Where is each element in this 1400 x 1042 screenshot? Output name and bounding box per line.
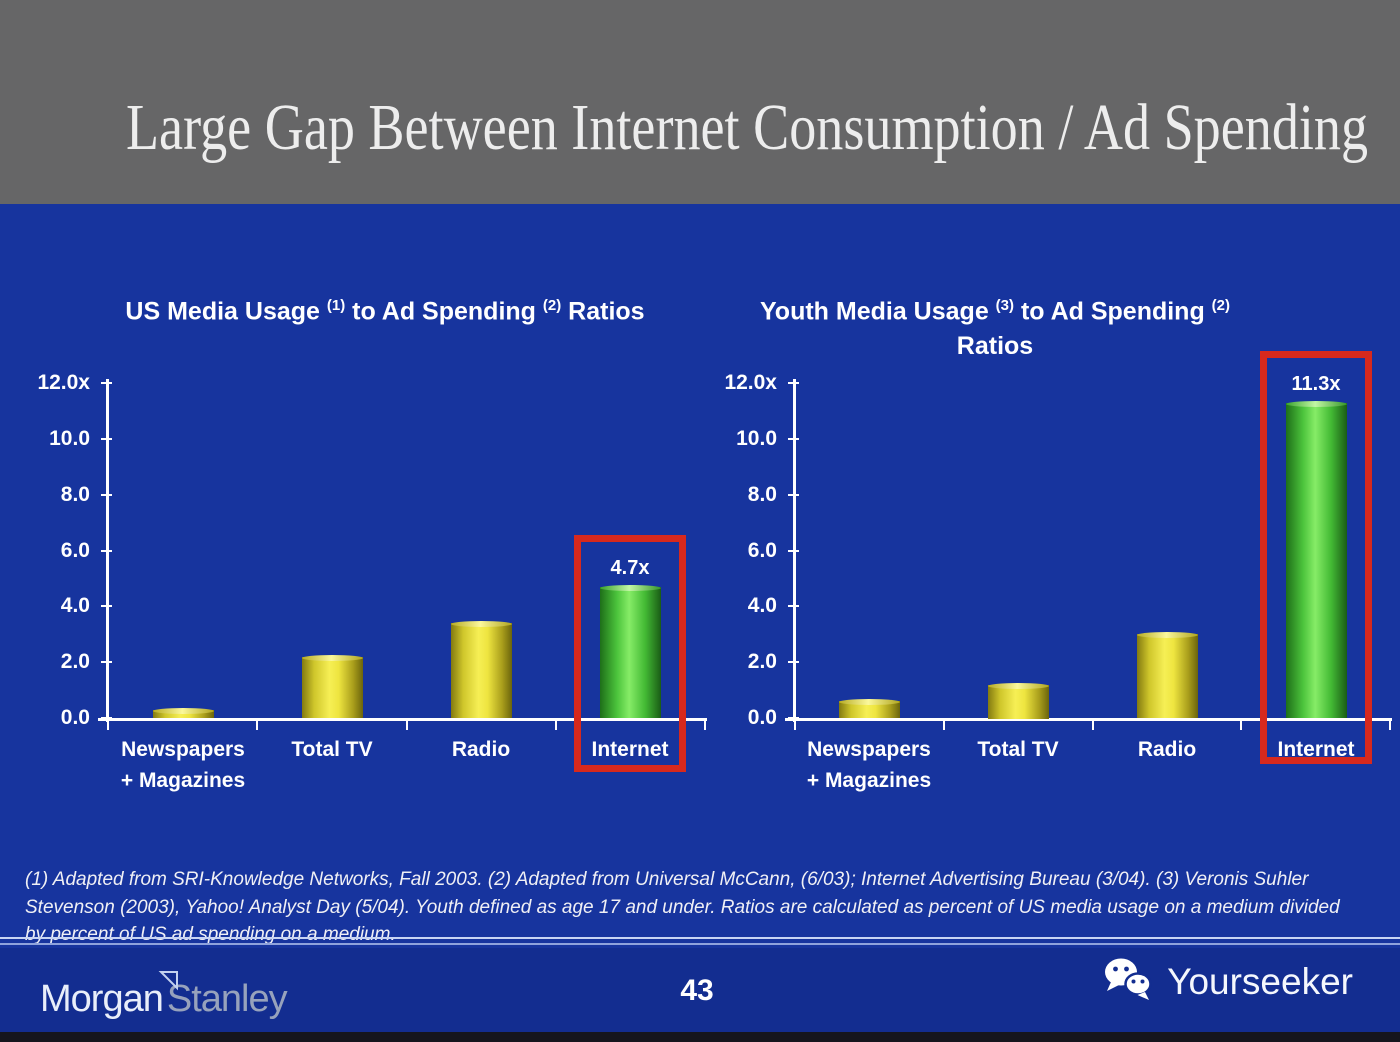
x-tick (704, 721, 706, 730)
y-tick (788, 717, 799, 719)
bottom-strip (0, 1032, 1400, 1042)
bar-internet (600, 585, 661, 718)
category-label: Total TV (977, 738, 1059, 761)
highlight-value-label: 4.7x (610, 557, 650, 579)
y-tick-label: 8.0 (60, 483, 90, 506)
y-tick-label: 2.0 (60, 650, 90, 673)
y-tick (788, 550, 799, 552)
highlight-box (574, 535, 686, 772)
x-tick (406, 721, 408, 730)
bar-radio (1137, 632, 1198, 718)
y-tick-label: 6.0 (747, 539, 777, 562)
y-tick (788, 438, 799, 440)
page-number: 43 (680, 974, 714, 1007)
bar-internet (1286, 401, 1347, 718)
category-label: Total TV (291, 738, 373, 761)
yourseeker-watermark: Yourseeker (1101, 956, 1353, 1007)
y-tick-label: 10.0 (736, 427, 777, 450)
brand-stanley: Stanley (166, 978, 288, 1020)
footnote-line: Stevenson (2003), Yahoo! Analyst Day (5/… (25, 896, 1340, 918)
y-tick-label: 10.0 (49, 427, 90, 450)
separator-line-bottom (0, 943, 1400, 945)
x-tick (107, 721, 109, 730)
footnote-line: (1) Adapted from SRI-Knowledge Networks,… (25, 869, 1309, 890)
bar-cap (302, 655, 363, 661)
category-label: Radio (1137, 738, 1197, 761)
y-tick (101, 661, 112, 663)
y-tick-label: 6.0 (60, 539, 90, 562)
bar-radio (451, 621, 512, 718)
y-tick (101, 550, 112, 552)
x-tick (256, 721, 258, 730)
bar-cap (988, 683, 1049, 689)
morgan-stanley-flag-icon (158, 958, 180, 1001)
y-tick (101, 605, 112, 607)
slide-footer: Morgan Stanley 43 Yourseeker (0, 948, 1400, 1032)
watermark-text: Yourseeker (1167, 960, 1353, 1002)
x-tick (1240, 721, 1242, 730)
x-axis (785, 718, 1392, 721)
y-tick-label: 12.0x (37, 371, 90, 394)
bar-newspapers-magazines (839, 699, 900, 718)
category-label: Radio (451, 738, 511, 761)
brand-morgan: Morgan (40, 978, 164, 1020)
bar-newspapers-magazines (153, 708, 214, 718)
chart-title: US Media Usage (1) to Ad Spending (2) Ra… (125, 297, 645, 326)
wechat-icon (1101, 956, 1155, 1007)
category-label: Internet (1277, 738, 1355, 761)
category-label: Newspapers + Magazines (806, 738, 932, 792)
y-tick-label: 2.0 (747, 650, 777, 673)
y-tick (788, 661, 799, 663)
slide-title: Large Gap Between Internet Consumption /… (126, 91, 1369, 164)
bar-cap (451, 621, 512, 627)
y-tick (788, 494, 799, 496)
y-tick-label: 4.0 (747, 594, 777, 617)
y-tick-label: 0.0 (747, 706, 777, 729)
bar-total-tv (988, 683, 1049, 719)
x-tick (1092, 721, 1094, 730)
x-tick (943, 721, 945, 730)
separator-line-top (0, 937, 1400, 939)
chart-title: Youth Media Usage (3) to Ad Spending (2)… (759, 297, 1231, 361)
bar-cap (153, 708, 214, 714)
bar-cap (1286, 401, 1347, 407)
slide-header: Large Gap Between Internet Consumption /… (0, 0, 1400, 204)
y-tick-label: 8.0 (747, 483, 777, 506)
category-label: Internet (591, 738, 669, 761)
x-tick (794, 721, 796, 730)
bar-total-tv (302, 655, 363, 718)
highlight-value-label: 11.3x (1291, 373, 1341, 395)
y-tick (101, 494, 112, 496)
x-tick (555, 721, 557, 730)
y-tick (788, 605, 799, 607)
footer-separator-lines (0, 937, 1400, 945)
category-label: Newspapers + Magazines (120, 738, 246, 792)
bar-cap (1137, 632, 1198, 638)
x-axis (98, 718, 707, 721)
highlight-box (1260, 351, 1372, 764)
y-tick (101, 382, 112, 384)
y-tick (101, 438, 112, 440)
footnote: (1) Adapted from SRI-Knowledge Networks,… (25, 866, 1395, 949)
y-tick (101, 717, 112, 719)
bar-cap (839, 699, 900, 705)
bar-cap (600, 585, 661, 591)
y-tick-label: 4.0 (60, 594, 90, 617)
footnote-line: by percent of US ad spending on a medium… (25, 924, 396, 945)
y-tick-label: 0.0 (60, 706, 90, 729)
y-tick (788, 382, 799, 384)
x-tick (1389, 721, 1391, 730)
morgan-stanley-logo: Morgan Stanley (40, 971, 288, 1021)
y-tick-label: 12.0x (724, 371, 777, 394)
